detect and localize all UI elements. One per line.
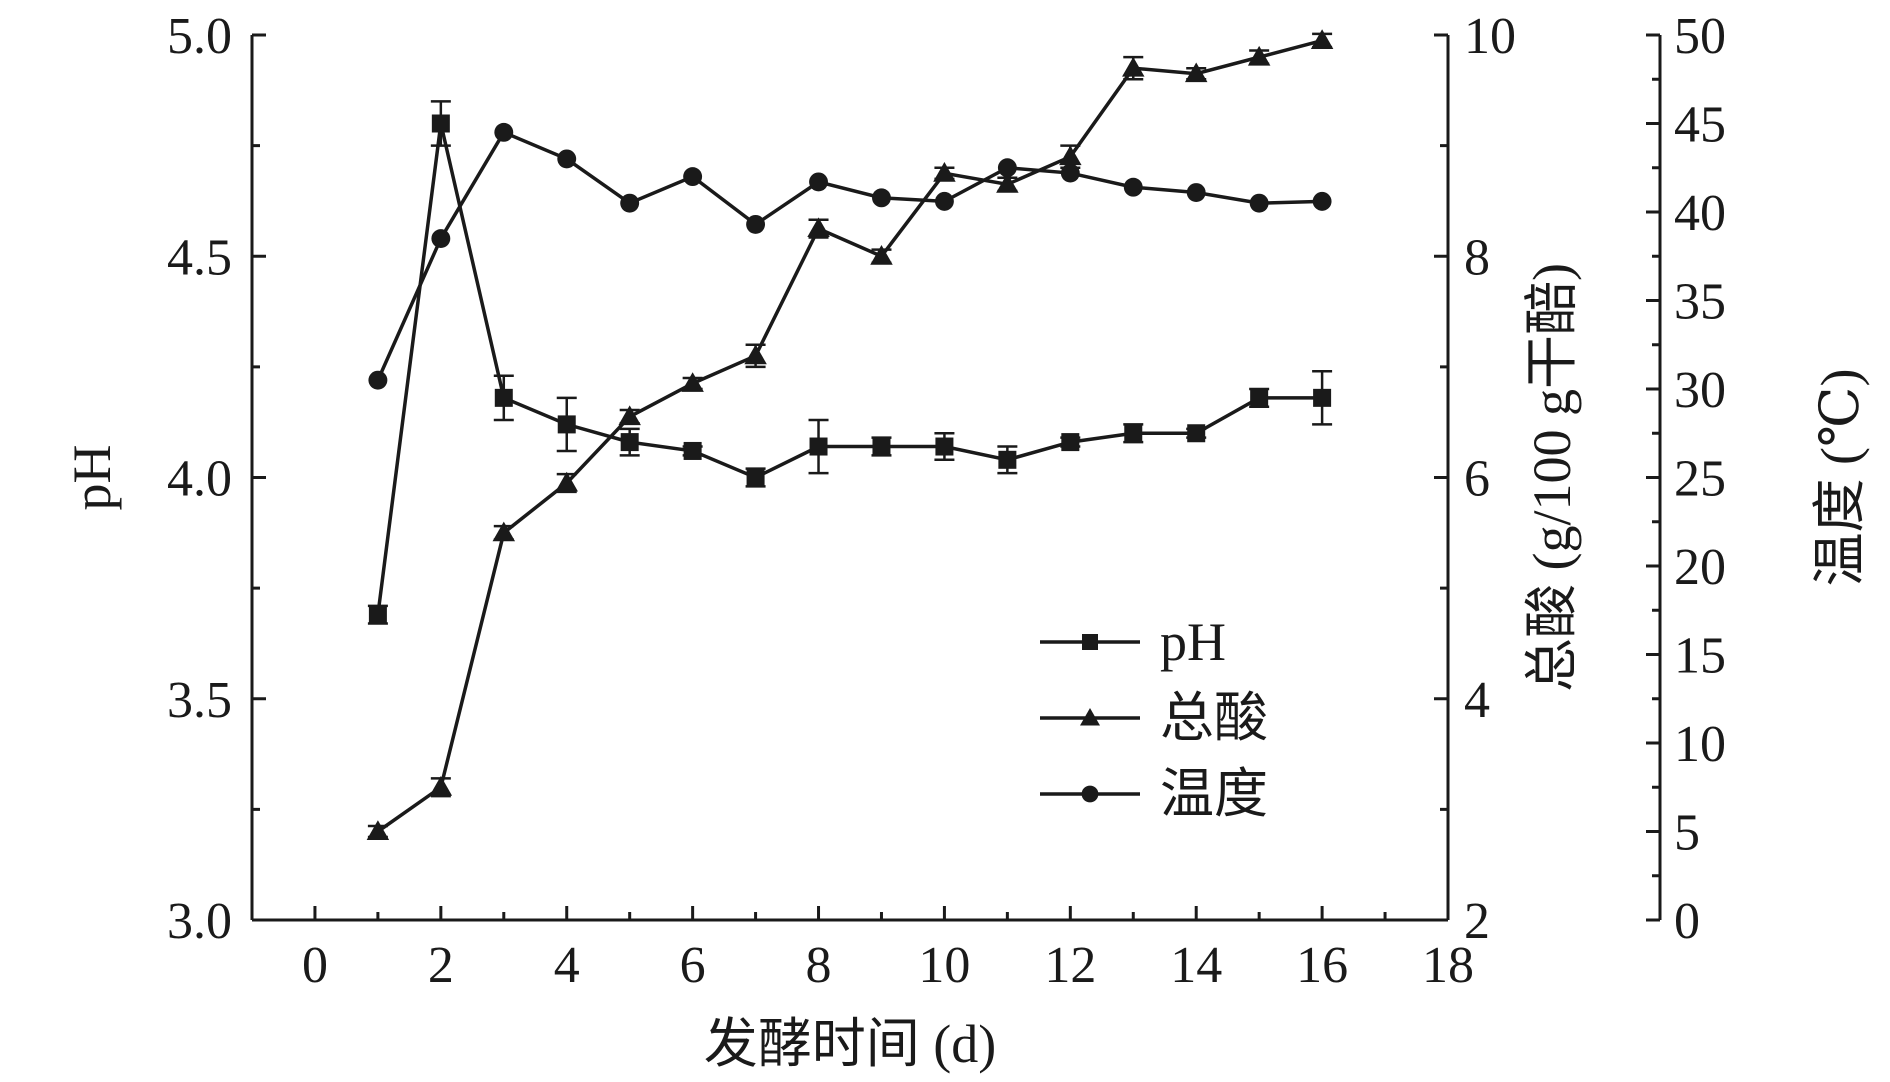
data-point — [934, 191, 954, 211]
data-point — [557, 415, 576, 434]
data-point — [1250, 388, 1269, 407]
y-right2-tick-label: 35 — [1674, 274, 1726, 331]
data-point — [431, 229, 451, 248]
data-point — [683, 167, 703, 187]
y-right2-tick-label: 5 — [1674, 805, 1700, 862]
data-point — [620, 433, 639, 452]
x-tick-label: 16 — [1296, 937, 1348, 994]
x-tick-label: 4 — [554, 937, 580, 994]
data-point — [366, 820, 390, 840]
data-point — [1186, 183, 1206, 202]
y-right2-tick-label: 25 — [1674, 451, 1726, 508]
data-point — [1249, 193, 1269, 213]
data-point — [1187, 424, 1206, 443]
y-right2-tick-label: 50 — [1674, 8, 1726, 65]
data-point — [1312, 191, 1332, 211]
data-point — [620, 193, 640, 213]
y-right1-axis-title: 总酸 (g/100 g干醅) — [1522, 263, 1582, 692]
y-right2-tick-label: 30 — [1674, 362, 1726, 419]
data-point — [1124, 424, 1143, 443]
data-point — [746, 468, 765, 487]
series-line-0 — [376, 123, 1323, 615]
data-point — [368, 605, 387, 624]
y-right1-tick-label: 2 — [1464, 893, 1490, 950]
x-axis-title: 发酵时间 (d) — [704, 1014, 996, 1074]
x-tick-label: 8 — [806, 937, 832, 994]
data-point — [492, 521, 516, 542]
data-point — [870, 245, 893, 265]
y-right2-tick-label: 40 — [1674, 185, 1726, 242]
y-right1-tick-label: 8 — [1464, 229, 1490, 286]
data-point — [807, 217, 830, 238]
data-point — [1061, 433, 1080, 452]
y-right1-tick-label: 6 — [1464, 451, 1490, 508]
x-tick-label: 18 — [1422, 937, 1474, 994]
data-point — [555, 471, 578, 492]
x-tick-label: 12 — [1044, 937, 1096, 994]
data-point — [809, 172, 828, 192]
y-left-tick-label: 4.0 — [167, 451, 232, 508]
legend-label: 温度 — [1160, 764, 1268, 824]
data-point — [744, 344, 767, 365]
data-point — [1247, 45, 1271, 66]
data-point — [1060, 163, 1080, 183]
data-point — [1184, 62, 1208, 83]
data-point — [997, 158, 1017, 178]
y-right2-tick-label: 0 — [1674, 893, 1700, 950]
legend-label: pH — [1160, 612, 1226, 672]
series-line-1 — [376, 38, 1323, 833]
y-left-tick-label: 5.0 — [167, 8, 232, 65]
legend-label: 总酸 — [1160, 688, 1268, 748]
data-point — [872, 437, 891, 456]
x-tick-label: 2 — [428, 937, 454, 994]
y-right2-tick-label: 45 — [1674, 97, 1726, 154]
data-point — [998, 450, 1017, 469]
y-left-tick-label: 4.5 — [167, 229, 232, 286]
data-point — [935, 437, 954, 456]
y-right1-tick-label: 10 — [1464, 8, 1516, 65]
data-point — [809, 437, 828, 456]
data-point — [681, 372, 704, 392]
y-left-tick-label: 3.5 — [167, 672, 232, 729]
data-point — [872, 188, 891, 208]
y-left-axis-title: pH — [62, 445, 122, 511]
data-point — [1059, 145, 1082, 166]
data-point — [618, 405, 641, 426]
axes-group: 0 2 4 6 8 10 12 14 16 18 3.0 3.5 4.0 4.5 5.0 2 4 6 8 10 0 5 10… — [62, 8, 1870, 1074]
legend-marker — [1082, 634, 1098, 650]
data-point — [933, 162, 956, 182]
data-point — [429, 776, 453, 796]
data-point — [746, 214, 766, 234]
data-point — [494, 122, 514, 142]
series-group — [366, 29, 1334, 840]
y-right2-tick-label: 15 — [1674, 628, 1726, 685]
data-point — [368, 370, 388, 390]
y-right2-tick-label: 10 — [1674, 716, 1726, 773]
data-point — [1310, 29, 1334, 49]
series-line-2 — [376, 130, 1323, 381]
data-point — [1122, 56, 1145, 77]
y-left-tick-label: 3.0 — [167, 893, 232, 950]
y-right2-tick-label: 20 — [1674, 539, 1726, 596]
series-2 — [368, 122, 1332, 390]
y-right2-axis-title: 温度 (℃) — [1810, 369, 1870, 587]
data-point — [557, 149, 577, 169]
data-point — [431, 114, 450, 133]
data-point — [996, 173, 1019, 193]
legend-marker — [1081, 785, 1099, 803]
x-tick-label: 14 — [1170, 937, 1222, 994]
data-point — [683, 441, 702, 460]
x-tick-label: 6 — [680, 937, 706, 994]
x-tick-label: 0 — [302, 937, 328, 994]
data-point — [1313, 388, 1332, 407]
x-tick-label: 10 — [918, 937, 970, 994]
data-point — [1123, 177, 1143, 197]
legend-marker — [1080, 708, 1100, 726]
series-0 — [367, 100, 1333, 625]
y-right1-tick-label: 4 — [1464, 672, 1490, 729]
data-point — [494, 388, 513, 407]
